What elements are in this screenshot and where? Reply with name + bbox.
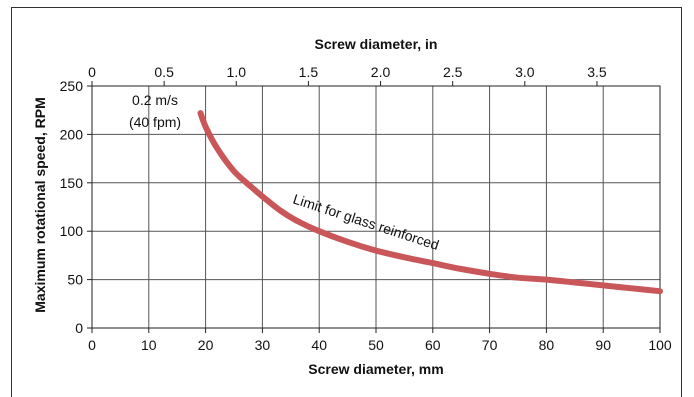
y-tick-label: 200: [60, 126, 84, 142]
x2-tick-label: 2.0: [371, 64, 391, 80]
x-tick-label: 30: [255, 337, 271, 353]
chart-frame: [11, 7, 682, 397]
x2-axis-title: Screw diameter, in: [315, 36, 438, 52]
y-ticks: 0 50 100 150 200 250: [60, 78, 92, 336]
series-label: Limit for glass reinforced: [291, 191, 441, 253]
x-axis-title: Screw diameter, mm: [308, 361, 443, 377]
x-tick-label: 60: [425, 337, 441, 353]
x-tick-label: 40: [311, 337, 327, 353]
x2-tick-label: 1.0: [227, 64, 247, 80]
x-ticks: 0 10 20 30 40 50 60 70 80 90 100: [88, 328, 672, 353]
speed-annotation-line2: (40 fpm): [129, 114, 181, 130]
series-line-glass-reinforced: [197, 110, 663, 295]
x-tick-label: 90: [595, 337, 611, 353]
x2-tick-label: 3.5: [587, 64, 607, 80]
y-tick-label: 150: [60, 175, 84, 191]
x-tick-label: 10: [141, 337, 157, 353]
x-tick-label: 100: [648, 337, 672, 353]
y-tick-label: 250: [60, 78, 84, 94]
x2-tick-label: 1.5: [299, 64, 319, 80]
x-tick-label: 80: [539, 337, 555, 353]
x-tick-label: 70: [482, 337, 498, 353]
x2-ticks: 0 0.5 1.0 1.5 2.0 2.5 3.0 3.5: [88, 64, 607, 86]
x-tick-label: 0: [88, 337, 96, 353]
series-layer: [197, 110, 663, 295]
speed-annotation-line1: 0.2 m/s: [132, 92, 178, 108]
y-tick-label: 50: [67, 272, 83, 288]
x-tick-label: 20: [198, 337, 214, 353]
x2-tick-label: 0.5: [154, 64, 174, 80]
y-tick-label: 0: [75, 320, 83, 336]
y-axis-title: Maximum rotational speed, RPM: [32, 97, 48, 312]
x2-tick-label: 2.5: [443, 64, 463, 80]
x2-tick-label: 0: [88, 64, 96, 80]
x-tick-label: 50: [368, 337, 384, 353]
x2-tick-label: 3.0: [515, 64, 535, 80]
y-tick-label: 100: [60, 223, 84, 239]
